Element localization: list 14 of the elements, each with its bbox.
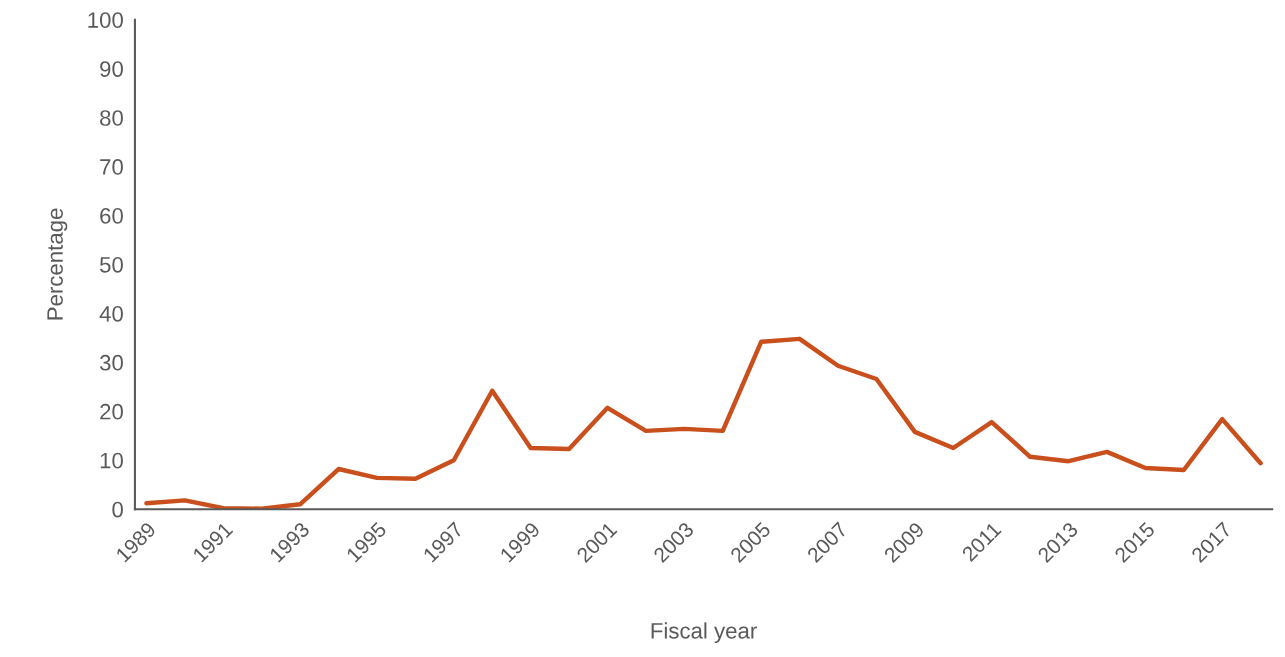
y-axis-title: Percentage [47,208,68,320]
line-series [144,336,1263,510]
y-tick-label: 40 [99,305,123,322]
y-tick-label: 70 [100,159,123,175]
x-axis-title: Fiscal year [651,622,757,644]
y-tick-label: 10 [100,452,123,469]
y-tick-label: 30 [99,354,123,371]
y-tick-label: 100 [88,12,123,28]
y-tick-label: 60 [100,208,123,224]
y-tick-label: 0 [112,501,123,518]
y-tick-label: 90 [100,61,123,77]
y-tick-label: 20 [100,403,123,420]
y-tick-label: 80 [100,110,123,126]
y-tick-label: 50 [99,256,123,273]
